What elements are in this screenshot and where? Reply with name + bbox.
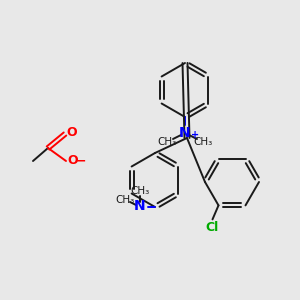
Text: Cl: Cl <box>205 221 218 234</box>
Text: N: N <box>179 126 191 140</box>
Text: CH₃: CH₃ <box>194 137 213 147</box>
Text: +: + <box>191 130 199 140</box>
Text: O: O <box>68 154 78 167</box>
Text: −: − <box>76 154 86 167</box>
Text: CH₃: CH₃ <box>158 137 177 147</box>
Text: O: O <box>67 127 77 140</box>
Text: CH₃: CH₃ <box>130 186 150 196</box>
Text: N: N <box>134 199 146 213</box>
Text: CH₃: CH₃ <box>116 195 135 205</box>
